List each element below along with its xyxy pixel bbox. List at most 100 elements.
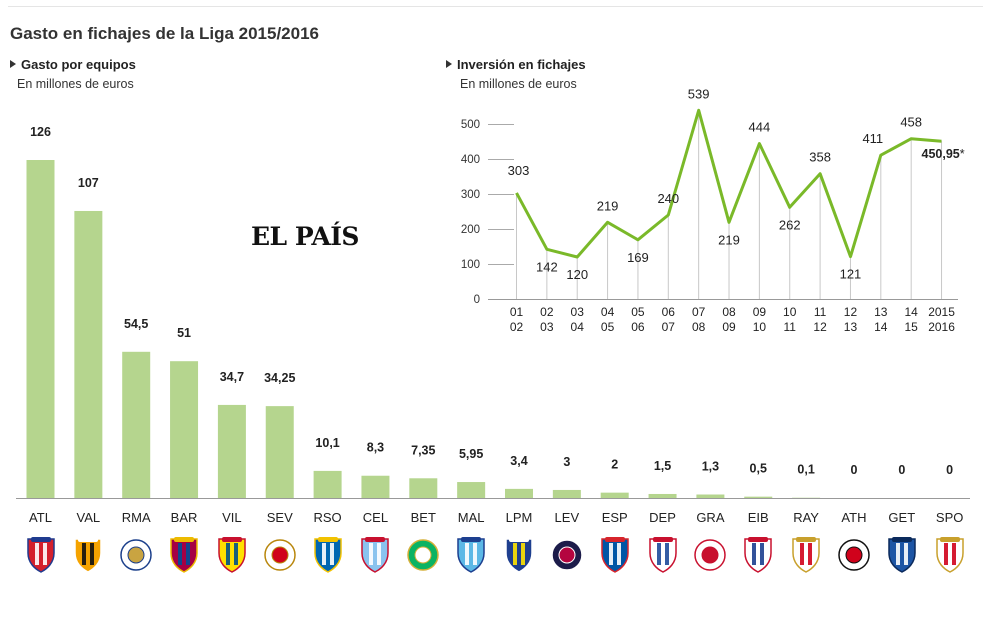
crest-shield [313, 538, 342, 573]
bar-bet [409, 478, 438, 498]
crest-sev-icon [264, 539, 296, 571]
point-value-label: 219 [597, 198, 619, 213]
bar-gra [696, 494, 725, 498]
point-value-label: 458 [900, 115, 922, 130]
x-tick-label: 15 [905, 320, 919, 334]
crest-rso-icon [313, 537, 342, 573]
team-label: DEP [649, 510, 676, 525]
point-value-label: 444 [749, 120, 771, 135]
crest-stripes [34, 543, 47, 565]
top-divider [8, 6, 983, 7]
bar-value-label: 10,1 [315, 436, 339, 450]
crest-shield [792, 538, 820, 573]
x-tick-label: 05 [631, 305, 645, 319]
bar-value-label: 34,25 [264, 371, 295, 385]
point-value-label: 262 [779, 217, 801, 232]
bar-section-subtitle: En millones de euros [17, 77, 134, 91]
crest-crown [221, 537, 242, 542]
bar-rso [313, 470, 342, 498]
x-tick-label: 12 [844, 305, 858, 319]
x-tick-label: 12 [813, 320, 827, 334]
bar-value-label: 3 [563, 455, 570, 469]
crest-crown [317, 537, 338, 542]
crest-inner [271, 546, 289, 564]
bar-dep [648, 493, 677, 498]
x-tick-label: 02 [510, 320, 524, 334]
bar-value-label: 8,3 [367, 441, 384, 455]
crest-get-icon [888, 537, 916, 573]
bar-value-label: 0,1 [797, 463, 814, 477]
crest-inner [845, 546, 863, 564]
team-label: GRA [696, 510, 725, 525]
crest-shield [648, 538, 677, 573]
crest-lev-icon [551, 539, 583, 571]
crest-crown [509, 537, 529, 542]
crest-spo-icon [935, 537, 964, 573]
crest-inner [701, 546, 719, 564]
team-label: GET [888, 510, 915, 525]
x-tick-label: 07 [692, 305, 706, 319]
crest-shield [505, 538, 533, 573]
bar-value-label: 1,3 [702, 460, 719, 474]
y-tick-label: 100 [461, 259, 480, 271]
bar-value-label: 107 [78, 176, 99, 190]
point-value-label: 240 [657, 191, 679, 206]
crest-bet-icon [407, 539, 440, 571]
point-value-label: 303 [508, 163, 530, 178]
point-value-label: 142 [536, 259, 558, 274]
crest-vil-icon [218, 537, 246, 573]
crest-crown [174, 537, 195, 542]
point-value-label: 358 [809, 150, 831, 165]
crest-stripes [225, 543, 238, 565]
team-label: RSO [314, 510, 342, 525]
team-label: ATL [29, 510, 52, 525]
point-value-label: 120 [566, 267, 588, 282]
x-tick-label: 10 [753, 320, 767, 334]
investment-line [515, 108, 942, 259]
crest-crown [748, 537, 769, 542]
bar-val [74, 210, 103, 498]
x-tick-label: 08 [722, 305, 736, 319]
crest-crown [796, 537, 817, 542]
team-label: ATH [841, 510, 866, 525]
crest-dep-icon [648, 537, 677, 573]
team-label: RMA [122, 510, 151, 525]
point-value-label: 169 [627, 250, 649, 265]
crest-stripes [752, 543, 765, 565]
bar-value-label: 5,95 [459, 447, 483, 461]
x-tick-label: 03 [571, 305, 585, 319]
team-label: VAL [77, 510, 101, 525]
x-tick-label: 05 [601, 320, 615, 334]
crest-shield [888, 538, 916, 573]
crest-crown [461, 537, 482, 542]
crest-stripes [82, 543, 95, 565]
team-label: LEV [555, 510, 580, 525]
x-tick-label: 13 [874, 305, 888, 319]
crest-crown [652, 537, 673, 542]
crest-lpm-icon [505, 537, 533, 573]
crest-rma-icon [120, 539, 152, 571]
line-section-subtitle: En millones de euros [460, 77, 577, 91]
point-value-label: 121 [840, 267, 862, 282]
crest-crown [891, 537, 912, 542]
crest-stripes [943, 543, 956, 565]
bar-lpm [505, 488, 533, 498]
x-tick-label: 04 [571, 320, 585, 334]
crest-gra-icon [694, 539, 727, 571]
x-tick-label: 14 [874, 320, 888, 334]
x-tick-label: 04 [601, 305, 615, 319]
bar-cel [361, 475, 390, 498]
x-tick-label: 09 [753, 305, 767, 319]
bar-value-label: 7,35 [411, 443, 435, 457]
x-tick-label: 09 [722, 320, 736, 334]
team-label: VIL [222, 510, 242, 525]
point-value-label: 219 [718, 232, 740, 247]
x-tick-label: 03 [540, 320, 554, 334]
crest-inner [127, 546, 145, 564]
x-tick-label: 10 [783, 305, 797, 319]
crest-shield [600, 538, 629, 573]
crest-ath-icon [838, 539, 870, 571]
bar-value-label: 0 [946, 463, 953, 477]
crest-crown [604, 537, 625, 542]
